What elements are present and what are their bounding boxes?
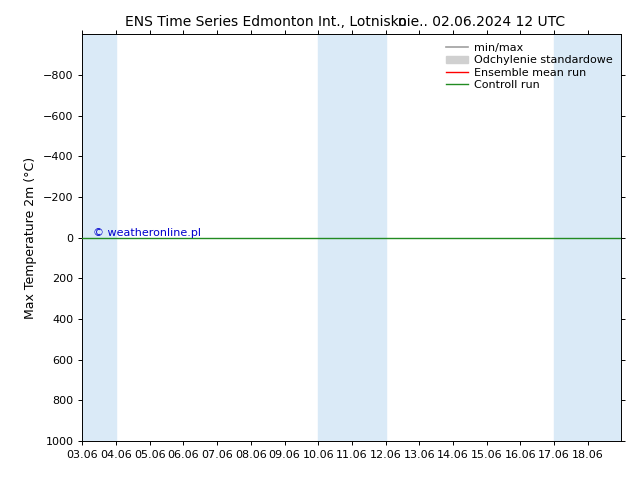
Text: ENS Time Series Edmonton Int., Lotnisko: ENS Time Series Edmonton Int., Lotnisko [126, 15, 407, 29]
Bar [318, 34, 385, 441]
Bar [82, 34, 116, 441]
Legend: min/max, Odchylenie standardowe, Ensemble mean run, Controll run: min/max, Odchylenie standardowe, Ensembl… [443, 40, 616, 93]
Text: © weatheronline.pl: © weatheronline.pl [93, 228, 201, 238]
Text: nie.. 02.06.2024 12 UTC: nie.. 02.06.2024 12 UTC [398, 15, 566, 29]
Bar [554, 34, 621, 441]
Y-axis label: Max Temperature 2m (°C): Max Temperature 2m (°C) [24, 157, 37, 318]
